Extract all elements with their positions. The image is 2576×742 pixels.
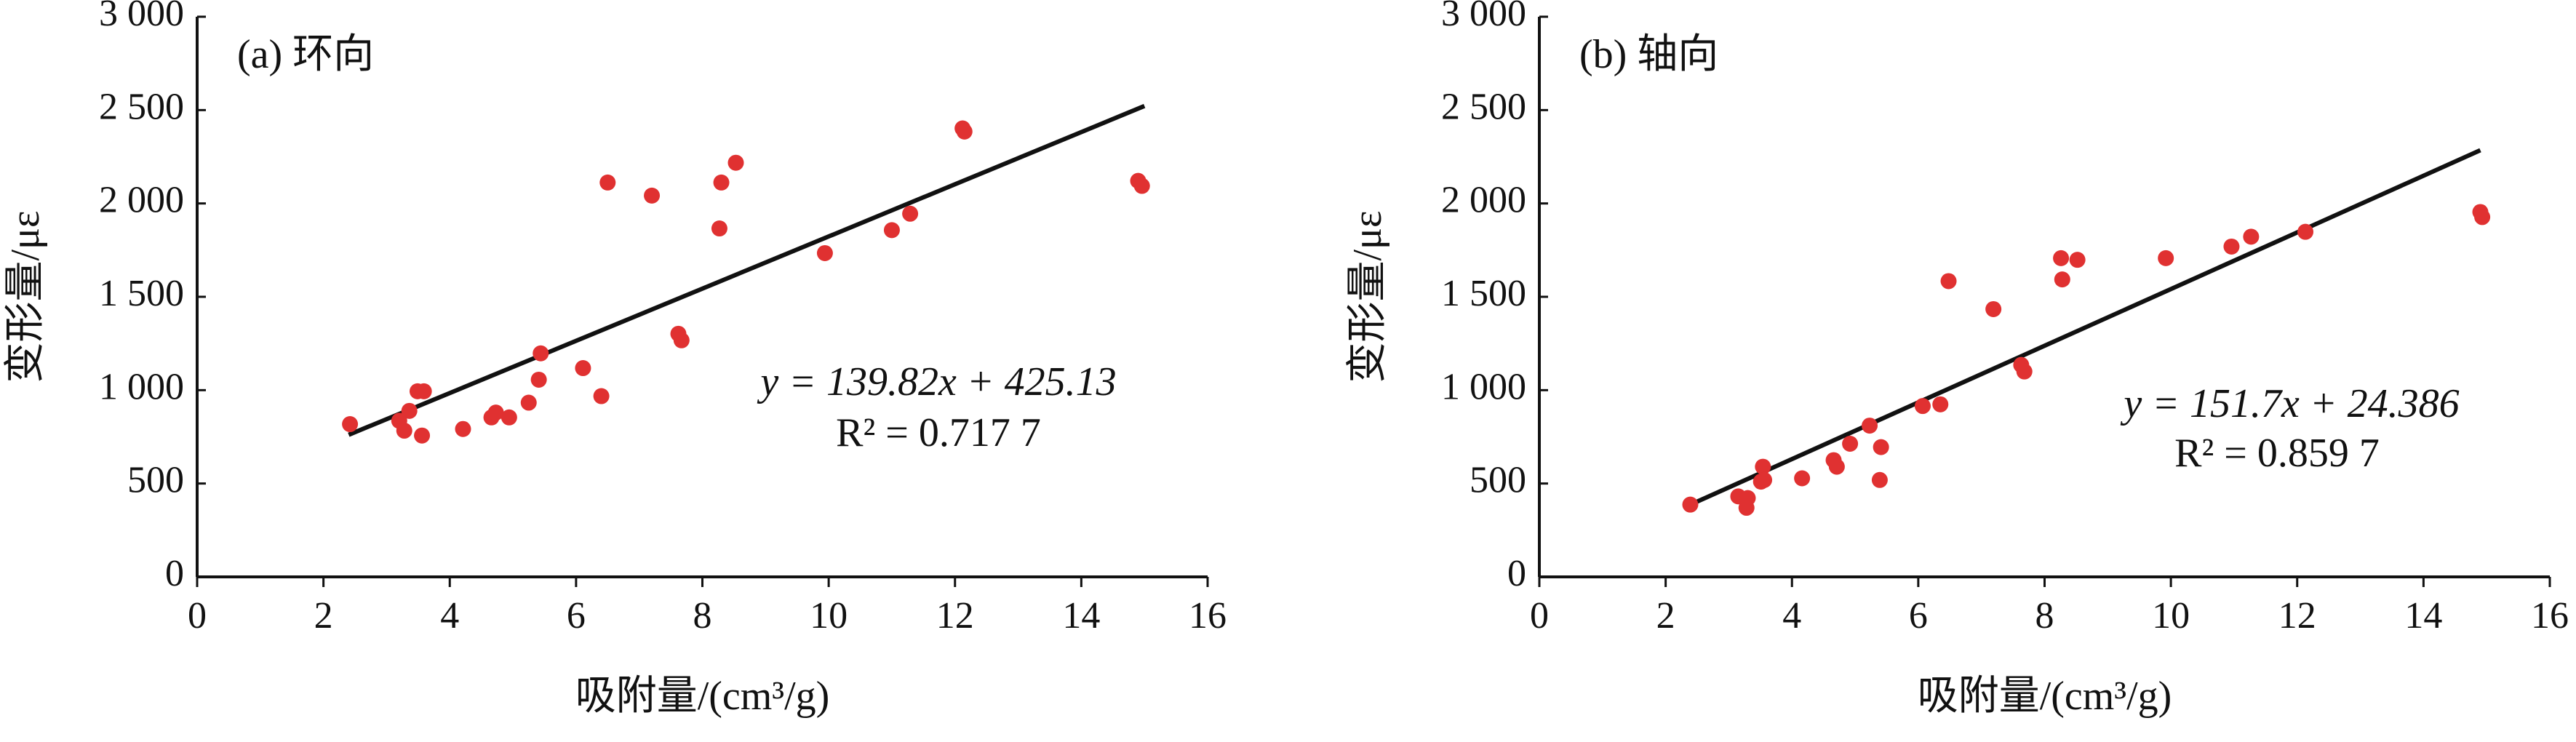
point — [2053, 250, 2070, 266]
x-tick-label: 0 — [1530, 595, 1549, 637]
point — [2016, 363, 2033, 380]
point — [1932, 396, 1949, 412]
y-tick-label: 3 000 — [1441, 0, 1526, 34]
x-tick-label: 8 — [693, 595, 712, 637]
point — [902, 205, 919, 222]
point — [2069, 252, 2086, 268]
point — [2223, 238, 2240, 255]
point — [816, 244, 833, 261]
y-tick-label: 2 000 — [99, 180, 184, 221]
point — [2297, 223, 2314, 240]
y-tick-label: 3 000 — [99, 0, 184, 34]
point — [2243, 228, 2260, 245]
x-tick-label: 8 — [2035, 595, 2054, 637]
y-tick-label: 2 000 — [1441, 180, 1526, 221]
x-tick-label: 10 — [810, 595, 848, 637]
fit-line — [1690, 148, 2481, 507]
x-tick-label: 10 — [2152, 595, 2190, 637]
x-tick-label: 0 — [188, 595, 207, 637]
y-tick-label: 1 000 — [99, 366, 184, 407]
x-tick-label: 4 — [440, 595, 459, 637]
point — [713, 174, 730, 191]
y-axis-title: 变形量/με — [3, 210, 48, 383]
point — [1739, 490, 1756, 506]
equation: y = 139.82x + 425.13 — [757, 359, 1116, 404]
point — [533, 345, 549, 362]
x-axis-title: 吸附量/(cm³/g) — [1918, 674, 2172, 719]
point — [2474, 209, 2491, 226]
point — [1756, 471, 1773, 488]
point — [575, 360, 591, 377]
point — [1133, 177, 1150, 194]
r-squared: R² = 0.717 7 — [836, 410, 1041, 455]
x-tick-label: 16 — [2531, 595, 2569, 637]
panel-label: (b) 轴向 — [1579, 32, 1718, 77]
y-tick-label: 500 — [127, 460, 184, 501]
x-axis-title: 吸附量/(cm³/g) — [575, 674, 830, 719]
y-tick-label: 1 000 — [1441, 366, 1526, 407]
point — [593, 388, 610, 404]
point — [1842, 435, 1859, 452]
x-tick-label: 14 — [1062, 595, 1100, 637]
point — [2054, 271, 2070, 288]
x-tick-label: 6 — [567, 595, 586, 637]
point — [1794, 470, 1811, 487]
point — [956, 123, 973, 140]
y-tick-label: 2 500 — [1441, 86, 1526, 127]
y-tick-label: 0 — [1507, 553, 1526, 594]
y-tick-label: 1 500 — [1441, 273, 1526, 314]
point — [487, 404, 504, 421]
point — [1940, 273, 1957, 290]
y-tick-label: 2 500 — [99, 86, 184, 127]
point — [401, 402, 418, 419]
point — [727, 154, 744, 171]
point — [673, 332, 690, 348]
x-tick-label: 12 — [2278, 595, 2316, 637]
equation: y = 151.7x + 24.386 — [2120, 381, 2459, 426]
x-tick-label: 12 — [936, 595, 974, 637]
point — [1914, 398, 1931, 415]
point — [1682, 496, 1699, 513]
panel-label: (a) 环向 — [237, 32, 374, 77]
point — [1828, 458, 1845, 475]
x-tick-label: 16 — [1189, 595, 1227, 637]
x-tick-label: 14 — [2404, 595, 2442, 637]
point — [342, 416, 359, 433]
r-squared: R² = 0.859 7 — [2174, 431, 2380, 476]
x-tick-label: 2 — [314, 595, 333, 637]
y-axis-title: 变形量/με — [1345, 210, 1390, 383]
y-tick-label: 1 500 — [99, 273, 184, 314]
point — [414, 427, 431, 444]
x-tick-label: 4 — [1782, 595, 1801, 637]
point — [530, 371, 547, 388]
x-tick-label: 6 — [1909, 595, 1928, 637]
y-tick-label: 0 — [165, 553, 184, 594]
point — [599, 174, 616, 191]
fit-line — [348, 103, 1146, 437]
point — [1755, 458, 1771, 475]
point — [1871, 471, 1888, 488]
point — [396, 423, 412, 439]
point — [1862, 418, 1878, 434]
y-tick-label: 500 — [1470, 460, 1526, 501]
point — [501, 409, 517, 426]
point — [644, 187, 661, 204]
point — [455, 420, 471, 437]
point — [415, 383, 432, 399]
point — [520, 394, 537, 411]
point — [711, 220, 727, 237]
point — [2158, 250, 2174, 266]
point — [1873, 439, 1889, 455]
x-tick-label: 2 — [1656, 595, 1675, 637]
point — [883, 222, 900, 239]
point — [1985, 300, 2002, 317]
